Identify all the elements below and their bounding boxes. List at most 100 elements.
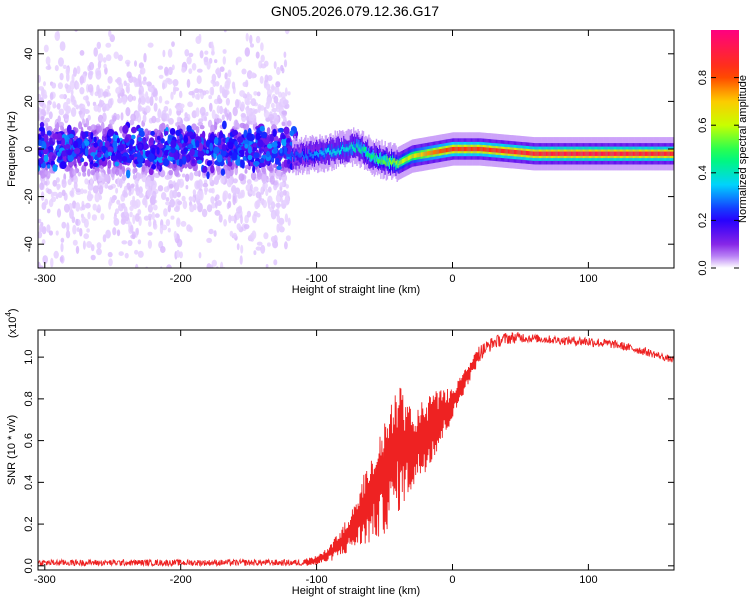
spectrogram-cell [634,151,636,156]
spectrogram-cell [140,67,146,75]
spectrogram-cell [70,94,75,103]
spectrogram-cell [213,137,219,145]
spectrogram-cell [188,91,195,96]
spectrogram-cell [320,150,322,155]
spectrogram-cell [134,111,141,118]
spectrogram-cell [555,151,557,156]
spectrogram-cell [271,107,278,113]
spectrogram-cell [170,215,175,220]
spectrogram-cell [233,214,237,224]
spectrogram-cell [161,224,168,231]
spectrogram-cell [165,201,170,206]
spectrogram-cell [544,151,546,156]
spectrogram-cell [392,155,394,164]
spectrogram-cell [361,146,364,151]
spectrogram-cell [100,213,105,221]
spectrogram-cell [188,68,193,74]
spectrogram-cell [149,96,154,106]
spectrogram-cell [137,250,144,258]
spectrogram-cell [400,159,403,164]
spectrogram-cell [60,242,64,253]
spectrogram-cell [72,169,77,176]
spectrogram-cell [417,153,419,158]
spectrogram-cell [156,147,160,155]
spectrogram-cell [346,146,348,151]
spectrogram-cell [192,189,197,196]
spectrogram-cell [157,156,164,164]
spectrogram-cell [319,152,321,162]
spectrogram-cell [78,121,83,130]
spectrogram-cell [173,230,177,239]
spectrogram-cell [413,153,416,158]
spectrogram-cell [642,151,644,156]
spectrogram-cell [107,168,111,175]
spectrogram-cell [410,154,412,159]
spectrogram-cell [202,182,209,188]
spectrogram-cell [648,151,651,156]
spectrogram-cell [462,146,465,152]
spectrogram-cell [40,108,46,115]
spectrogram-cell [657,151,659,156]
spectrogram-cell [420,152,422,157]
colorbar-tick-label: 0.4 [697,165,709,180]
spectrogram-cell [127,239,133,247]
spectrogram-cell [224,107,228,117]
spectrogram-cell [483,147,485,152]
spectrogram-cell [497,148,499,153]
spectrogram-cell [438,149,441,154]
spectrogram-cell [227,200,232,209]
spectrogram-cell [597,151,599,156]
spectrogram-cell [253,186,259,192]
spectrogram-cell [227,161,233,167]
spectrogram-cell [134,249,139,255]
spectrogram-cell [59,41,66,51]
spectrogram-cell [672,151,674,156]
spectrogram-cell [107,98,113,109]
spectrogram-cell [164,100,170,105]
spectrogram-cell [85,95,89,104]
spectrogram-cell [347,147,349,152]
spectrogram-cell [168,117,174,125]
spectrogram-cell [185,173,190,182]
spectrogram-cell [198,252,202,259]
spectrogram-cell [211,202,216,209]
spectrogram-cell [459,146,461,152]
spectrogram-cell [578,151,580,156]
spectrogram-cell [376,147,379,163]
spectrogram-cell [159,170,165,178]
spectrogram-cell [628,151,630,156]
spectrogram-cell [285,235,291,242]
spectrogram-cell [93,136,97,143]
spectrogram-cell [287,159,291,165]
spectrogram-cell [168,66,173,76]
spectrogram-cell [300,154,303,163]
spectrogram-cell [588,151,591,156]
spectrogram-cell [52,164,58,172]
spectrogram-cell [591,151,593,156]
spectrogram-cell [155,117,161,123]
spectrogram-cell [132,200,139,210]
spectrogram-cell [158,74,164,79]
spectrogram-cell [227,156,231,163]
spectrogram-cell [260,42,264,51]
spectrogram-cell [267,242,271,247]
colorbar-tick-label: 0.2 [697,213,709,228]
spectrogram-cell [542,151,544,156]
spectrogram-cell [128,93,133,103]
spectrogram-cell [287,91,291,96]
spectrogram-cell [148,168,154,176]
spectrogram-cell [383,159,385,164]
spectrogram-cell [451,147,454,152]
spectrogram-cell [163,208,168,217]
spectrogram-cell [494,148,496,153]
spectrogram-cell [499,148,502,153]
spectrogram-cell [210,164,215,174]
spectrogram-cell [638,151,641,156]
spectrogram-cell [284,241,288,250]
spectrogram-cell [208,95,213,100]
spectrogram-cell [130,224,134,233]
spectrogram-cell [169,128,176,135]
spectrogram-cell [75,202,81,212]
spectrogram-cell [356,143,358,148]
spectrogram-cell [148,153,155,162]
